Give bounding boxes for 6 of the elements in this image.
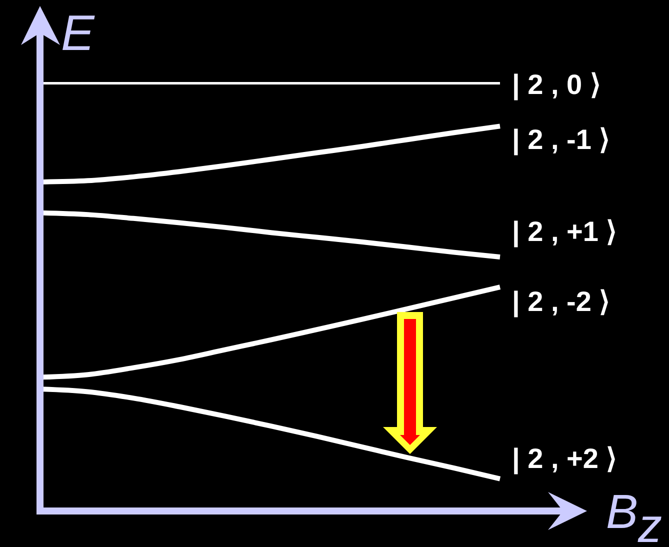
series-label: | 2 , +1 ⟩ [512, 216, 618, 248]
y-axis-title: E [61, 5, 95, 61]
series-label: | 2 , 0 ⟩ [512, 68, 601, 100]
series-label: | 2 , +2 ⟩ [512, 442, 618, 474]
series-label: | 2 , -1 ⟩ [512, 124, 610, 156]
series-label: | 2 , -2 ⟩ [512, 286, 610, 318]
